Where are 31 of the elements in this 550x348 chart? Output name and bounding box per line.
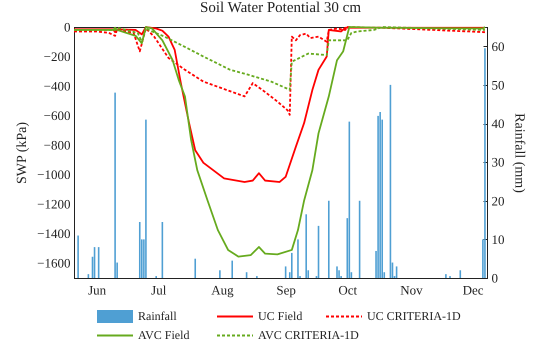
x-tick-label: Nov — [400, 282, 424, 298]
y-tick-label: 0 — [64, 20, 70, 34]
y2-tick-label: 30 — [492, 154, 504, 170]
chart-title: Soil Water Potential 30 cm — [200, 0, 362, 16]
legend-label: AVC Field — [138, 328, 190, 343]
x-tick-label: Jul — [151, 282, 167, 298]
y2-axis-title: Rainfall (mm) — [512, 113, 526, 194]
y-tick-label: −600 — [44, 108, 70, 124]
y2-tick-label: 10 — [492, 232, 504, 247]
y2-tick-label: 0 — [492, 270, 498, 286]
y-axis-title: SWP (kPa) — [15, 122, 30, 184]
x-tick-label: Jun — [88, 282, 107, 298]
x-tick-label: Sep — [276, 282, 296, 298]
x-tick-label: Dec — [462, 282, 484, 298]
y-tick-label: −1200 — [37, 196, 70, 212]
y-tick-label: −400 — [44, 78, 70, 94]
legend-label: Rainfall — [138, 309, 177, 324]
legend-label: UC Field — [258, 309, 302, 324]
y2-tick-label: 60 — [492, 38, 504, 54]
y2-tick-label: 20 — [492, 193, 504, 208]
legend-label: AVC CRITERIA-1D — [258, 328, 359, 343]
y-tick-label: −200 — [44, 49, 70, 64]
y-tick-label: −1600 — [37, 256, 70, 271]
x-tick-label: Oct — [338, 282, 358, 298]
y-tick-label: −1000 — [37, 167, 70, 182]
y2-tick-label: 40 — [492, 116, 504, 132]
x-tick-label: Aug — [211, 282, 234, 298]
y-tick-label: −800 — [44, 138, 70, 153]
legend-label: UC CRITERIA-1D — [367, 309, 461, 324]
y2-tick-label: 50 — [492, 77, 504, 92]
y-tick-label: −1400 — [37, 226, 70, 242]
